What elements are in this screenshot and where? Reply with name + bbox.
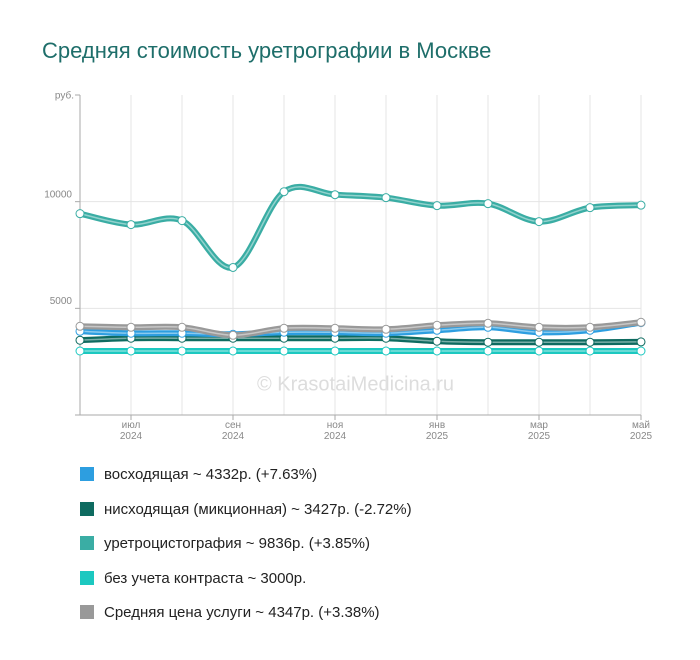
legend-swatch [80,501,94,516]
y-tick-label: 5000 [50,296,73,307]
point [75,321,85,331]
point [483,346,493,356]
point [636,346,646,356]
legend-item: нисходящая (микционная) ~ 3427р. (-2.72%… [80,501,412,518]
point [330,323,340,333]
point [126,346,136,356]
point [279,346,289,356]
point [228,346,238,356]
point [483,199,493,209]
x-tick-label: сен 2024 [221,420,245,442]
point [585,346,595,356]
legend-item: восходящая ~ 4332р. (+7.63%) [80,466,317,483]
legend-label: Средняя цена услуги ~ 4347р. (+3.38%) [104,604,380,621]
point [75,209,85,219]
watermark: © KrasotaiMedicina.ru [257,373,454,395]
point [432,346,442,356]
point [585,322,595,332]
y-tick-label: 10000 [44,189,72,200]
point [228,262,238,272]
point [330,346,340,356]
x-tick-label: мар 2025 [527,420,551,442]
chart: © KrasotaiMedicina.ru руб. 5000 10000 [44,90,646,420]
point [432,336,442,346]
point [534,322,544,332]
point [126,322,136,332]
x-tick-label: июл 2024 [119,420,143,442]
legend-label: без учета контраста ~ 3000р. [104,569,307,587]
point [432,201,442,211]
legend-label: восходящая ~ 4332р. (+7.63%) [104,466,318,483]
point [177,216,187,226]
point [279,187,289,197]
legend-label: уретроцистография ~ 9836р. (+3.85%) [104,535,371,552]
point [177,322,187,332]
y-unit: руб. [55,90,74,102]
legend-item: Средняя цена услуги ~ 4347р. (+3.38%) [80,604,380,621]
point [636,317,646,327]
point [636,337,646,347]
point [585,203,595,213]
legend-item: уретроцистография ~ 9836р. (+3.85%) [80,535,370,552]
point [279,323,289,333]
point [483,318,493,328]
point [534,337,544,347]
series-line [79,183,642,271]
chart-title: Средняя стоимость уретрографии в Москве [42,38,492,63]
point [381,324,391,334]
legend-swatch [80,605,94,619]
point [228,330,238,340]
point [483,337,493,347]
legend-item: без учета контраста ~ 3000р. [80,570,306,587]
point [381,193,391,203]
point [534,217,544,227]
point [585,337,595,347]
point [636,200,646,210]
legend-swatch [80,536,94,550]
legend-swatch [80,467,94,481]
point [75,335,85,345]
legend-swatch [80,570,94,585]
x-tick-label: янв 2025 [425,420,449,442]
point [75,346,85,356]
legend-label: нисходящая (микционная) ~ 3427р. (-2.72%… [104,500,412,518]
point [126,220,136,230]
x-tick-label: ноя 2024 [323,420,347,442]
series-line-inner [79,186,642,269]
x-tick-label: май 2025 [629,420,653,442]
point [534,346,544,356]
point [381,346,391,356]
point [432,320,442,330]
point [177,346,187,356]
point [330,190,340,200]
